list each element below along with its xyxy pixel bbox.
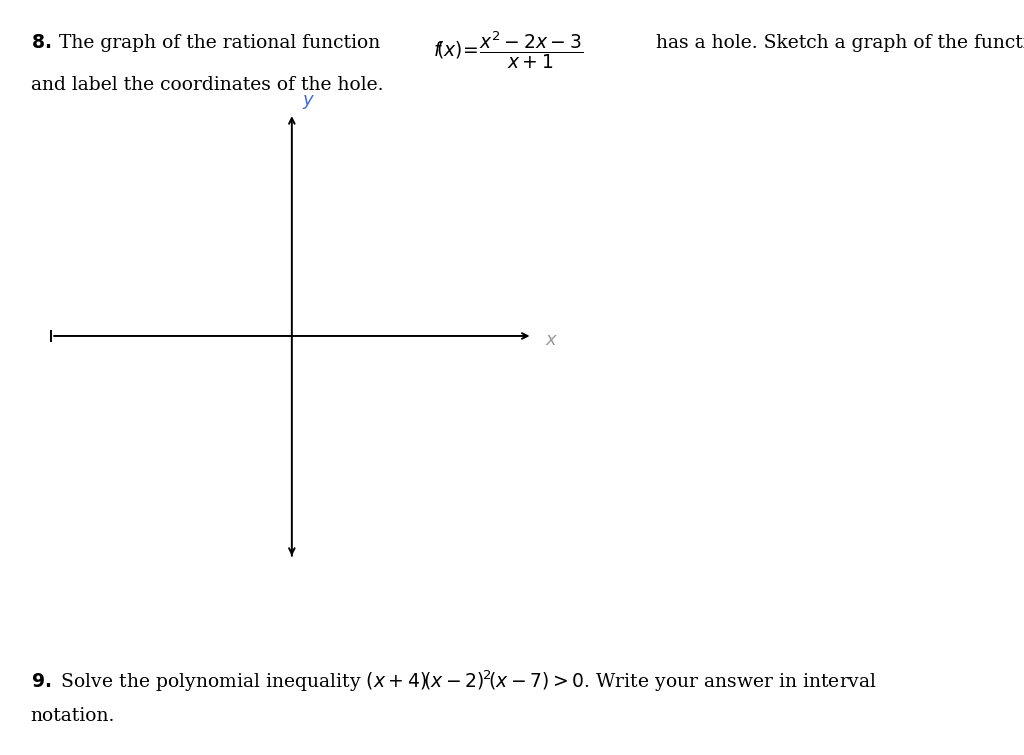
Text: $\bf{8.}$: $\bf{8.}$ bbox=[31, 34, 51, 52]
Text: and label the coordinates of the hole.: and label the coordinates of the hole. bbox=[31, 76, 383, 94]
Text: $x$: $x$ bbox=[545, 331, 558, 349]
Text: $y$: $y$ bbox=[302, 93, 315, 111]
Text: The graph of the rational function: The graph of the rational function bbox=[59, 34, 387, 52]
Text: $\bf{9.}$ Solve the polynomial inequality $\left(x+4\right)\!\left(x-2\right)^{\: $\bf{9.}$ Solve the polynomial inequalit… bbox=[31, 668, 877, 694]
Text: has a hole. Sketch a graph of the function: has a hole. Sketch a graph of the functi… bbox=[650, 34, 1024, 52]
Text: notation.: notation. bbox=[31, 707, 115, 726]
Text: $f\!\left(x\right)\!=\!\dfrac{x^2-2x-3}{x+1}$: $f\!\left(x\right)\!=\!\dfrac{x^2-2x-3}{… bbox=[433, 29, 584, 71]
